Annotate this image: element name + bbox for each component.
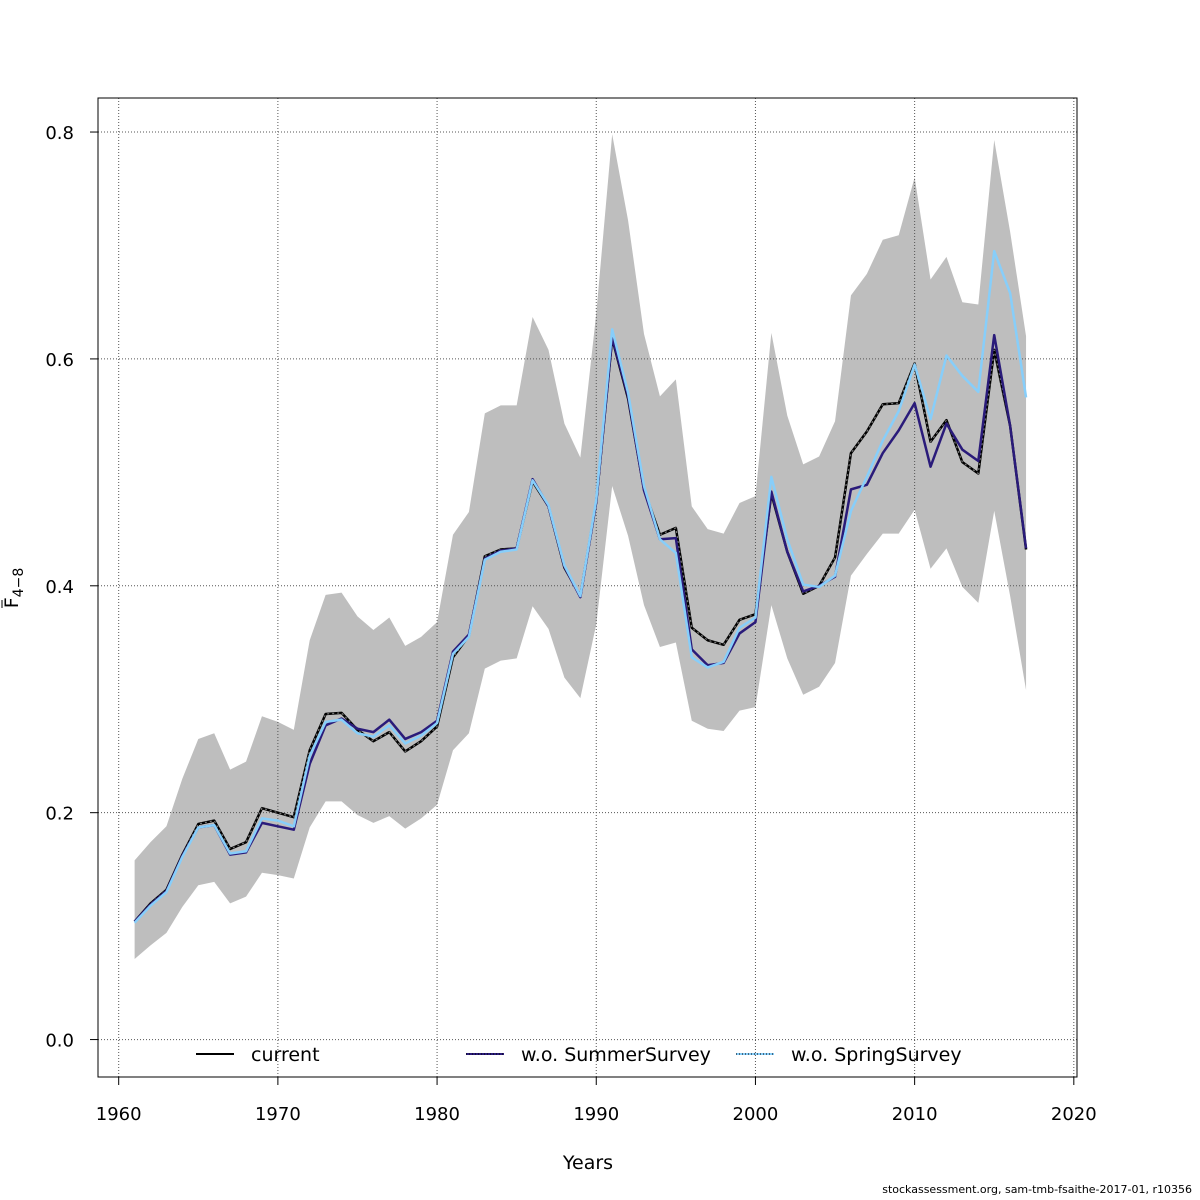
y-axis-title-main: F — [1, 597, 23, 608]
legend: current w.o. SummerSurvey w.o. SpringSur… — [196, 1044, 962, 1066]
legend-item-wo-summer: w.o. SummerSurvey — [466, 1044, 711, 1066]
grid-layer — [98, 98, 1077, 1077]
x-tick-label: 1990 — [573, 1104, 619, 1125]
y-axis-title: F4−8 — [1, 568, 27, 608]
legend-item-current: current — [196, 1044, 320, 1066]
series-line-w-o-springsurvey — [133, 249, 1028, 924]
x-axis-title: Years — [562, 1152, 613, 1174]
y-axis-title-subscript: 4−8 — [11, 568, 27, 598]
legend-label-current: current — [251, 1044, 320, 1066]
confidence-band-layer — [134, 134, 1027, 960]
x-tick-label: 1980 — [414, 1104, 460, 1125]
legend-label-wo-spring: w.o. SpringSurvey — [791, 1044, 962, 1066]
x-tick-label: 2010 — [892, 1104, 938, 1125]
x-tick-label: 1960 — [96, 1104, 142, 1125]
plot-frame — [97, 97, 1078, 1078]
legend-item-wo-spring: w.o. SpringSurvey — [736, 1044, 962, 1066]
x-tick-label: 1970 — [255, 1104, 301, 1125]
confidence-band — [134, 134, 1027, 960]
y-tick-label: 0.6 — [45, 350, 74, 371]
y-tick-label: 0.0 — [45, 1031, 74, 1052]
axis-layer: 1960 1970 1980 1990 2000 2010 2020 0.0 0.2 0.4 0.6… — [45, 123, 1096, 1125]
credit-text: stockassessment.org, sam-tmb-fsaithe-201… — [882, 1183, 1192, 1196]
y-tick-label: 0.4 — [45, 577, 74, 598]
x-tick-label: 2020 — [1051, 1104, 1097, 1125]
x-tick-label: 2000 — [733, 1104, 779, 1125]
y-tick-label: 0.8 — [45, 123, 74, 144]
series-layer — [133, 249, 1028, 924]
legend-label-wo-summer: w.o. SummerSurvey — [521, 1044, 711, 1066]
series-line-current-dots — [134, 338, 1027, 922]
y-tick-label: 0.2 — [45, 804, 74, 825]
